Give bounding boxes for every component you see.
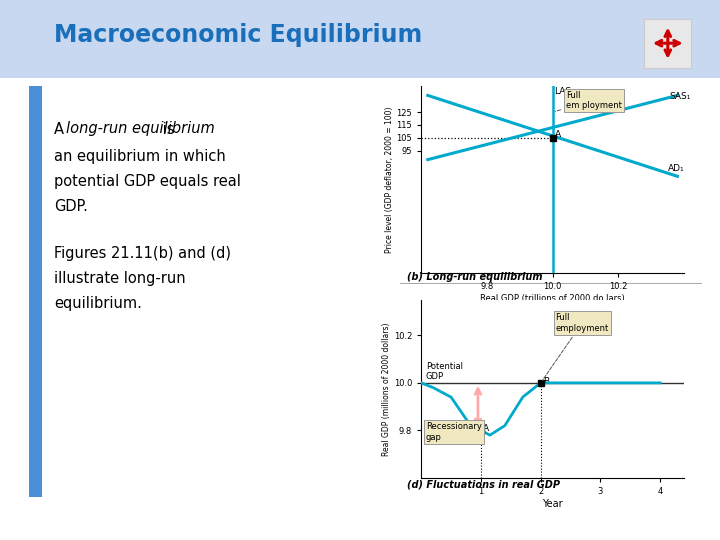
Text: potential GDP equals real: potential GDP equals real (54, 174, 241, 189)
Text: Recessionary
gap: Recessionary gap (426, 422, 482, 442)
FancyBboxPatch shape (29, 86, 42, 497)
Text: an equilibrium in which: an equilibrium in which (54, 148, 226, 164)
Text: A: A (555, 130, 562, 138)
Text: AD₁: AD₁ (667, 164, 684, 173)
X-axis label: Real GDP (trillions of 2000 do lars): Real GDP (trillions of 2000 do lars) (480, 294, 625, 302)
Y-axis label: Real GDP (millions of 2000 dollars): Real GDP (millions of 2000 dollars) (382, 322, 391, 456)
Text: Full
em ployment: Full em ployment (555, 91, 621, 111)
Text: LAS: LAS (554, 87, 572, 96)
Text: B: B (543, 377, 549, 386)
Text: Full
employment: Full employment (542, 313, 609, 381)
Text: illustrate long-run: illustrate long-run (54, 271, 186, 286)
Text: Figures 21.11(b) and (d): Figures 21.11(b) and (d) (54, 246, 231, 261)
Text: SAS₁: SAS₁ (669, 92, 690, 101)
Text: Potential
GDP: Potential GDP (426, 362, 463, 381)
Text: A: A (54, 122, 68, 137)
Text: long-run equilibrium: long-run equilibrium (66, 122, 215, 137)
Y-axis label: Price level (GDP deflator, 2000 = 100): Price level (GDP deflator, 2000 = 100) (384, 106, 394, 253)
Text: (d) Fluctuations in real GDP: (d) Fluctuations in real GDP (407, 479, 560, 489)
FancyBboxPatch shape (0, 0, 720, 78)
Text: equilibrium.: equilibrium. (54, 296, 142, 312)
Text: is: is (158, 122, 174, 137)
X-axis label: Year: Year (542, 499, 563, 509)
Text: GDP.: GDP. (54, 199, 88, 214)
Text: Macroeconomic Equilibrium: Macroeconomic Equilibrium (54, 23, 422, 47)
Text: (b) Long-run equilibrium: (b) Long-run equilibrium (407, 272, 542, 282)
Text: A: A (483, 424, 490, 433)
